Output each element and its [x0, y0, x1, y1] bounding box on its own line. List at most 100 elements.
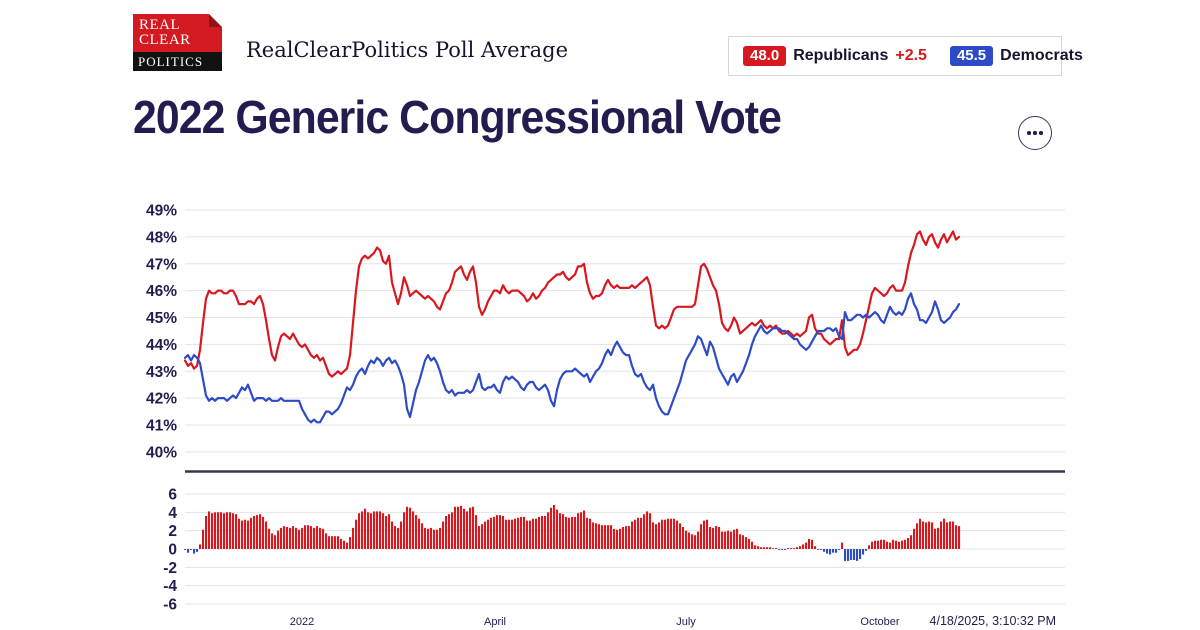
spread-bar	[448, 514, 451, 549]
y-axis-label-top: 41%	[146, 418, 177, 435]
spread-bar	[370, 513, 373, 549]
spread-bar	[319, 527, 322, 549]
spread-bar	[943, 518, 946, 549]
x-axis-label: October	[860, 616, 899, 628]
spread-bar	[934, 528, 937, 549]
spread-bar	[841, 542, 844, 549]
spread-bar	[592, 522, 595, 549]
spread-bar	[880, 539, 883, 549]
spread-bar	[472, 506, 475, 549]
spread-bar	[385, 516, 388, 549]
democrat-label: Democrats	[1000, 47, 1083, 64]
spread-bar	[619, 528, 622, 549]
democrat-value-badge: 45.5	[949, 46, 994, 66]
spread-bar	[802, 544, 805, 549]
spread-bar	[487, 519, 490, 549]
spread-bar	[946, 522, 949, 549]
spread-bar	[610, 525, 613, 549]
spread-bar	[469, 507, 472, 549]
spread-bar	[496, 515, 499, 549]
more-options-button[interactable]	[1018, 116, 1052, 150]
spread-bar	[421, 523, 424, 549]
spread-bar	[757, 546, 760, 549]
rcp-logo: REAL CLEAR POLITICS	[133, 14, 222, 71]
spread-bar	[745, 537, 748, 549]
spread-bar	[928, 521, 931, 549]
spread-bar	[397, 527, 400, 549]
spread-bar	[907, 538, 910, 549]
spread-bar	[799, 546, 802, 549]
spread-bar	[808, 538, 811, 549]
spread-bar	[232, 513, 235, 549]
spread-bar	[763, 547, 766, 549]
spread-bar	[208, 511, 211, 549]
spread-bar	[412, 511, 415, 549]
chart-timestamp: 4/18/2025, 3:10:32 PM	[930, 614, 1056, 628]
spread-bar	[214, 512, 217, 549]
spread-bar	[298, 529, 301, 549]
spread-bar	[415, 515, 418, 549]
spread-bar	[913, 528, 916, 549]
spread-bar	[274, 535, 277, 549]
spread-bar	[538, 516, 541, 549]
spread-bar	[850, 549, 853, 560]
spread-bar	[586, 517, 589, 549]
spread-bar	[583, 510, 586, 549]
spread-bar	[400, 521, 403, 549]
spread-bar	[262, 516, 265, 549]
spread-bar	[535, 518, 538, 549]
spread-bar	[292, 526, 295, 549]
spread-bar	[316, 526, 319, 549]
spread-bar	[253, 516, 256, 549]
spread-bar	[466, 511, 469, 549]
spread-bar	[313, 527, 316, 549]
spread-bar	[550, 507, 553, 549]
spread-bar	[613, 528, 616, 549]
spread-bar	[337, 536, 340, 549]
spread-bar	[862, 549, 865, 555]
spread-bar	[631, 521, 634, 549]
y-axis-label-top: 42%	[146, 391, 177, 408]
spread-bar	[184, 549, 187, 550]
spread-bar	[202, 529, 205, 549]
spread-bar	[523, 516, 526, 549]
spread-bar	[715, 526, 718, 549]
y-axis-label-bottom: 0	[168, 542, 177, 559]
spread-bar	[352, 527, 355, 549]
spread-bar	[736, 528, 739, 549]
spread-bar	[277, 530, 280, 549]
spread-bar	[271, 533, 274, 549]
spread-bar	[865, 549, 868, 551]
spread-bar	[562, 514, 565, 549]
spread-bar	[637, 517, 640, 549]
spread-bar	[889, 542, 892, 549]
y-axis-label-bottom: -4	[163, 578, 177, 595]
spread-bar	[952, 521, 955, 549]
spread-bar	[265, 521, 268, 549]
y-axis-label-top: 49%	[146, 203, 177, 220]
spread-bar	[295, 527, 298, 549]
spread-bar	[286, 527, 289, 549]
spread-bar	[307, 525, 310, 549]
spread-bar	[784, 549, 787, 550]
spread-bar	[847, 549, 850, 561]
spread-bar	[796, 547, 799, 549]
spread-bar	[712, 527, 715, 549]
spread-bar	[673, 518, 676, 549]
spread-bar	[442, 521, 445, 549]
spread-bar	[730, 531, 733, 549]
spread-bar	[568, 517, 571, 549]
spread-bar	[355, 519, 358, 549]
spread-bar	[922, 521, 925, 549]
spread-bar	[280, 527, 283, 549]
spread-bar	[919, 518, 922, 549]
spread-bar	[310, 526, 313, 549]
spread-bar	[868, 545, 871, 549]
spread-bar	[787, 548, 790, 549]
spread-bar	[748, 538, 751, 549]
spread-bar	[301, 527, 304, 549]
spread-bar	[580, 512, 583, 549]
spread-bar	[727, 530, 730, 549]
spread-bar	[376, 511, 379, 549]
spread-bar	[325, 533, 328, 549]
